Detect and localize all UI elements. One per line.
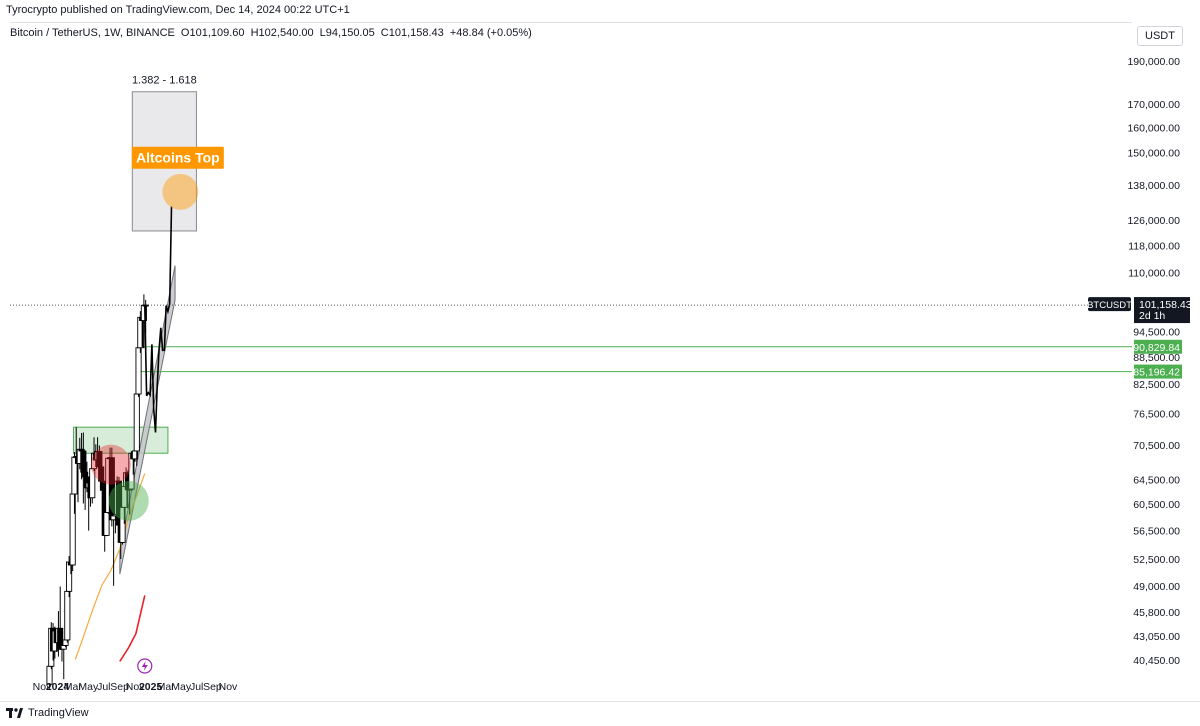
y-tick-label: 43,050.00 bbox=[1133, 631, 1180, 643]
fib-zone-label: 1.382 - 1.618 bbox=[132, 75, 197, 87]
support-zone bbox=[73, 426, 169, 454]
chart-frame bbox=[10, 22, 1132, 703]
support-marker bbox=[108, 480, 149, 521]
x-tick-label: Mar bbox=[64, 681, 83, 693]
y-tick-label: 40,450.00 bbox=[1133, 655, 1180, 667]
symbol-tag bbox=[1088, 297, 1131, 312]
tradingview-logo[interactable]: TradingView bbox=[6, 707, 89, 719]
altcoins-top-label: Altcoins Top bbox=[136, 150, 220, 166]
bullish-candle bbox=[133, 393, 140, 452]
x-tick-label: Nov bbox=[219, 681, 238, 693]
x-tick-label: Mar bbox=[157, 681, 176, 693]
x-tick-label: Sep bbox=[203, 681, 222, 693]
countdown-label: 2d 1h bbox=[1139, 310, 1165, 322]
ohlc-high: H102,540.00 bbox=[250, 27, 314, 39]
y-tick-label: 190,000.00 bbox=[1127, 56, 1180, 68]
y-tick-label: 45,800.00 bbox=[1133, 607, 1180, 619]
footer-bar: TradingView bbox=[0, 701, 1200, 726]
y-tick-label: 88,500.00 bbox=[1133, 352, 1180, 364]
bullish-candle bbox=[142, 304, 149, 307]
y-tick-label: 110,000.00 bbox=[1128, 268, 1180, 280]
ascending-channel bbox=[119, 265, 176, 575]
footer-brand: TradingView bbox=[28, 707, 89, 719]
y-tick-label: 118,000.00 bbox=[1128, 240, 1180, 252]
x-tick-label: 2025 bbox=[139, 681, 163, 693]
y-tick-label: 64,500.00 bbox=[1133, 474, 1180, 486]
y-tick-label: 170,000.00 bbox=[1127, 99, 1180, 111]
ohlc-low: L94,150.05 bbox=[319, 27, 375, 39]
y-tick-label: 49,000.00 bbox=[1133, 581, 1180, 593]
x-tick-label: Nov bbox=[33, 681, 52, 693]
y-tick-label: 52,500.00 bbox=[1133, 554, 1180, 566]
projected-path bbox=[144, 206, 173, 433]
level-price-tag bbox=[1134, 364, 1182, 379]
x-tick-label: May bbox=[171, 681, 192, 693]
bullish-candle bbox=[103, 512, 110, 536]
x-tick-label: 2024 bbox=[46, 681, 70, 693]
symbol-tag-label: BTCUSDT bbox=[1087, 300, 1132, 311]
x-tick-label: May bbox=[78, 681, 99, 693]
bullish-candle bbox=[64, 590, 71, 641]
last-price-tag bbox=[1134, 297, 1190, 324]
orange-moving-average bbox=[74, 473, 146, 660]
publish-info: Tyrocrypto published on TradingView.com,… bbox=[6, 4, 350, 16]
symbol-name[interactable]: Bitcoin / TetherUS, 1W, BINANCE bbox=[10, 27, 175, 39]
y-tick-label: 60,500.00 bbox=[1133, 499, 1180, 511]
x-tick-label: Jul bbox=[190, 681, 203, 693]
resistance-marker bbox=[90, 444, 131, 485]
ohlc-change: +48.84 (+0.05%) bbox=[449, 27, 532, 39]
y-tick-label: 126,000.00 bbox=[1127, 215, 1180, 227]
y-tick-label: 82,500.00 bbox=[1133, 379, 1180, 391]
last-price-label: 101,158.43 bbox=[1139, 299, 1192, 311]
y-tick-label: 56,500.00 bbox=[1133, 526, 1180, 538]
y-tick-label: 138,000.00 bbox=[1127, 180, 1180, 192]
bullish-candle bbox=[135, 347, 142, 395]
y-tick-label: 70,500.00 bbox=[1133, 440, 1180, 452]
y-tick-label: 150,000.00 bbox=[1127, 148, 1180, 160]
lightning-icon bbox=[141, 661, 148, 671]
ohlc-open: O101,109.60 bbox=[180, 27, 245, 39]
level-price-label: 90,829.84 bbox=[1133, 342, 1180, 354]
level-price-tag bbox=[1134, 339, 1182, 354]
y-tick-label: 160,000.00 bbox=[1127, 123, 1180, 135]
symbol-legend: Bitcoin / TetherUS, 1W, BINANCE O101,109… bbox=[10, 27, 535, 39]
ohlc-close: C101,158.43 bbox=[380, 27, 444, 39]
altcoins-top-tag bbox=[131, 146, 224, 169]
tradingview-icon bbox=[6, 707, 23, 718]
level-price-label: 85,196.42 bbox=[1133, 367, 1180, 379]
y-tick-label: 76,500.00 bbox=[1133, 408, 1180, 420]
x-tick-label: Jul bbox=[97, 681, 110, 693]
price-chart[interactable]: 1.382 - 1.618 Altcoins Top 40,450.00 43,05… bbox=[0, 0, 1200, 701]
x-tick-label: Sep bbox=[110, 681, 129, 693]
y-tick-label: 94,500.00 bbox=[1133, 326, 1180, 338]
x-tick-label: Nov bbox=[126, 681, 145, 693]
altcoins-top-marker bbox=[162, 173, 199, 210]
red-moving-average bbox=[119, 595, 146, 662]
currency-button[interactable]: USDT bbox=[1137, 26, 1183, 46]
